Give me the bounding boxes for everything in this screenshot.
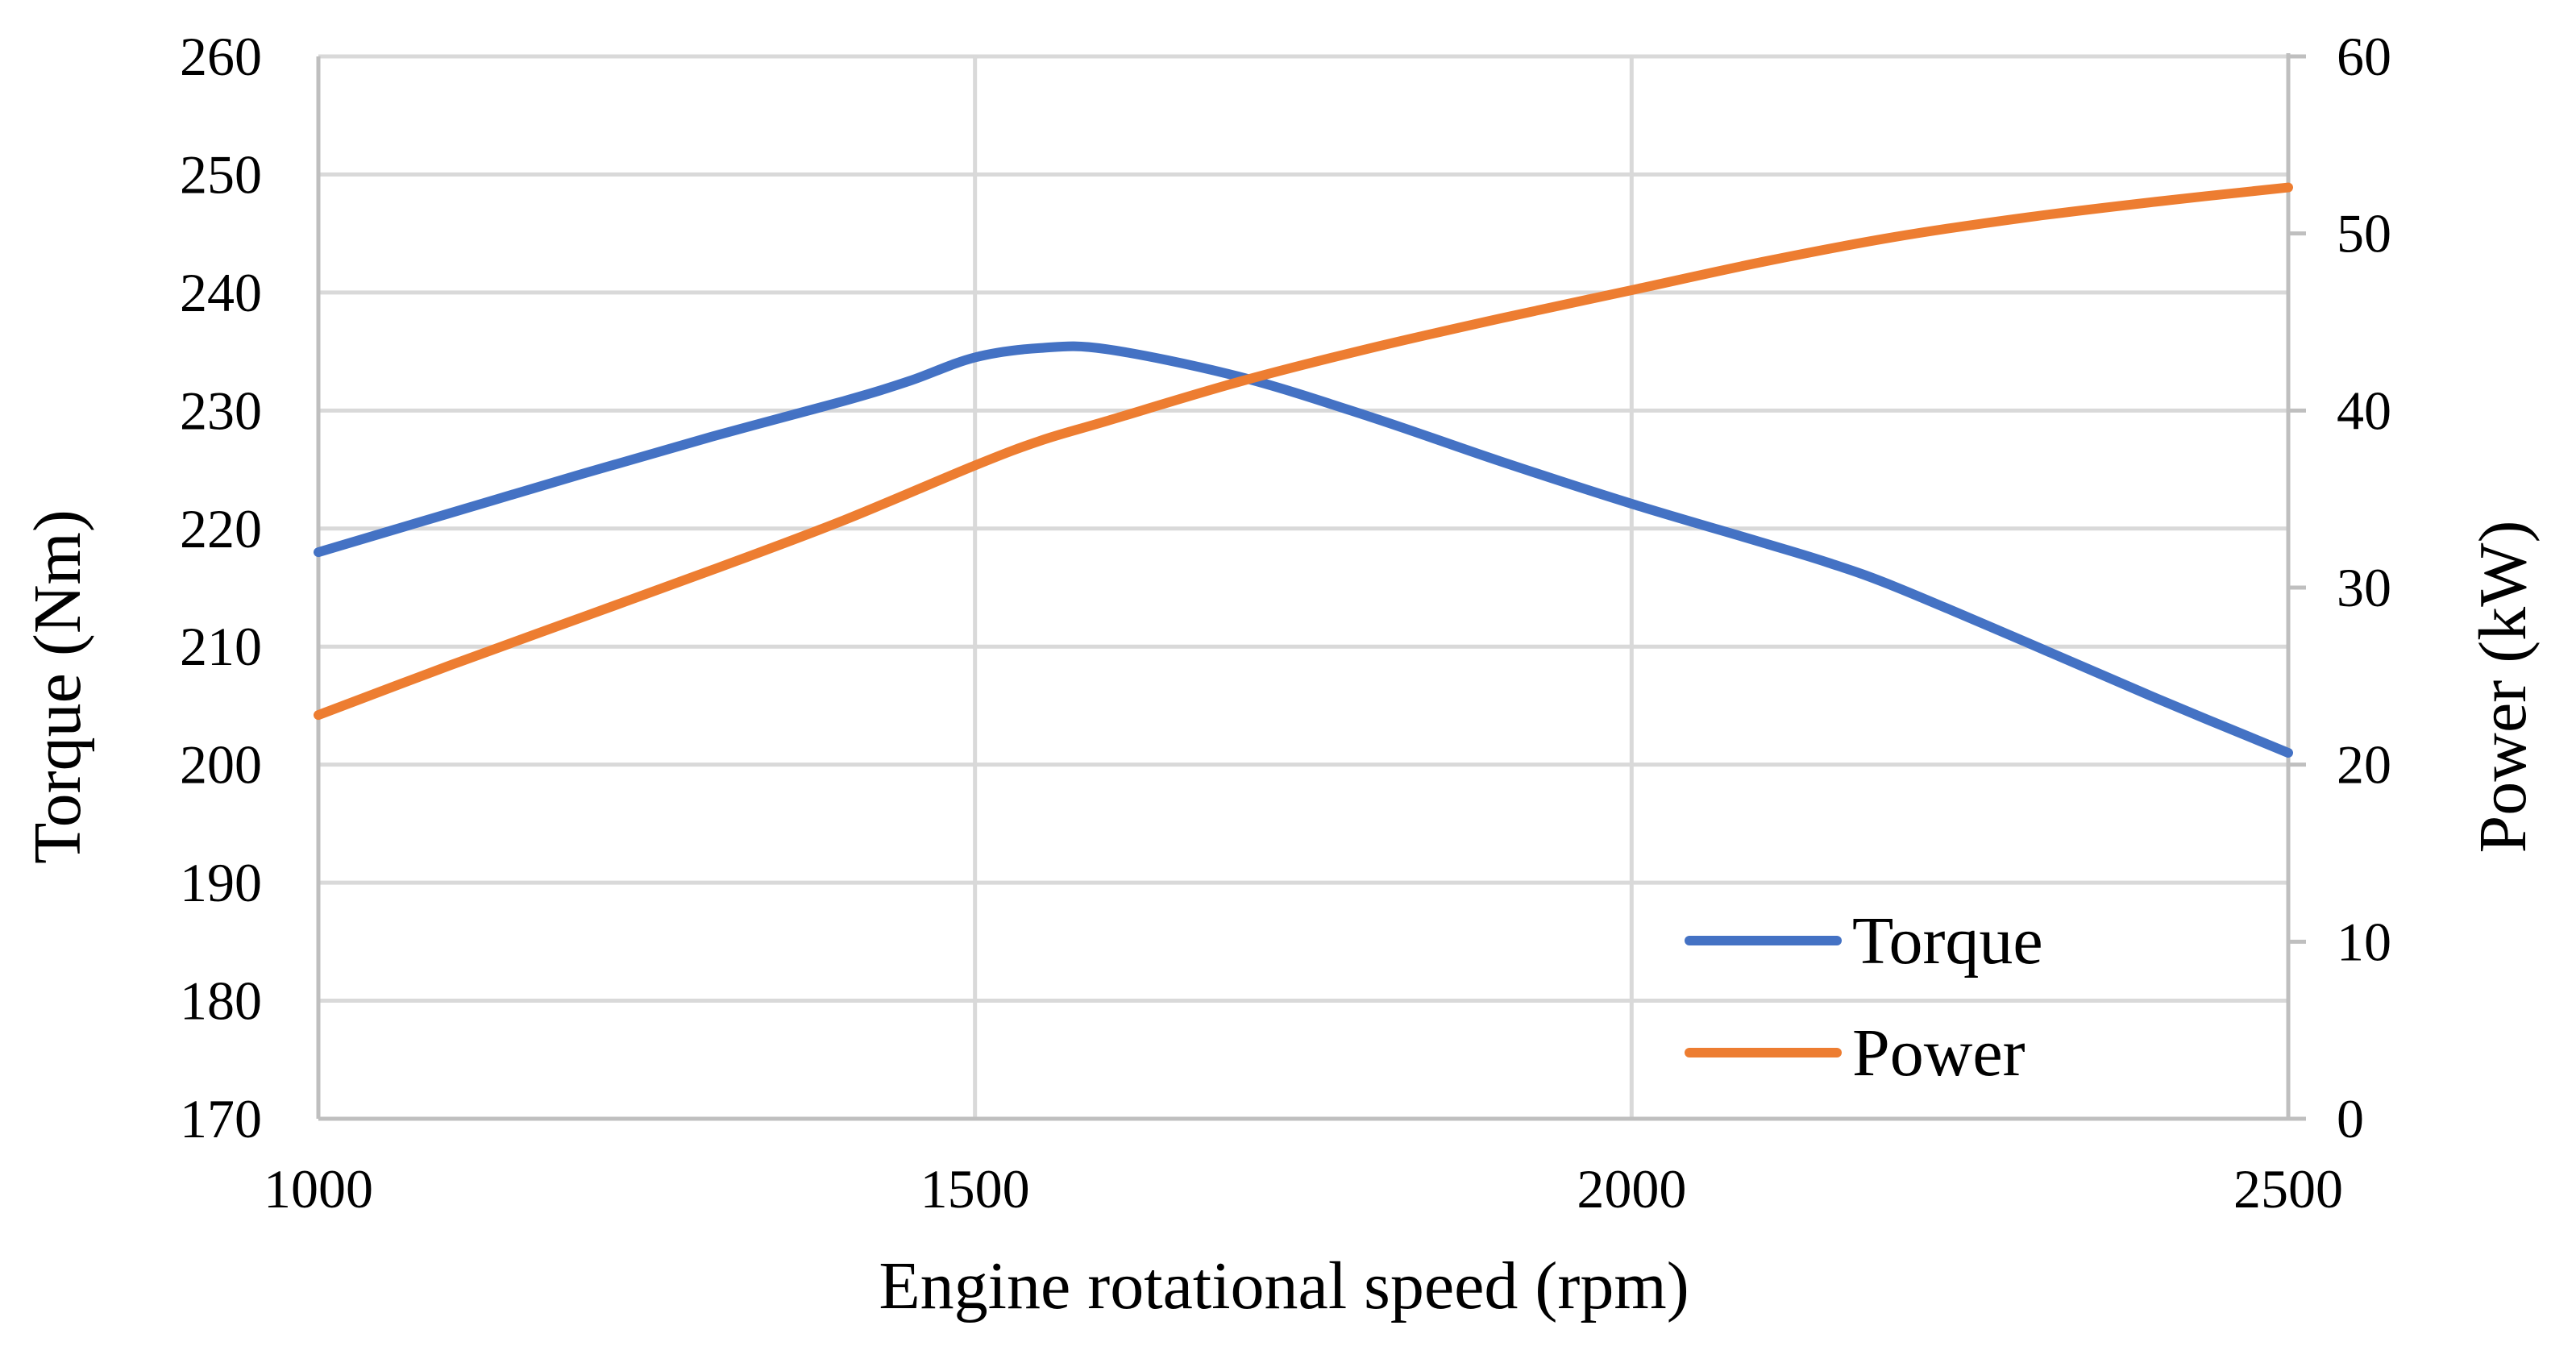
y-tick-label-left: 170 [180, 1088, 262, 1149]
y-tick-label-left: 240 [180, 262, 262, 323]
y-tick-label-left: 220 [180, 498, 262, 559]
y-tick-label-left: 200 [180, 734, 262, 796]
y-tick-label-right: 20 [2337, 734, 2391, 796]
y-axis-title-right: Power (kW) [2466, 521, 2541, 854]
x-tick-label: 2500 [2233, 1158, 2343, 1219]
y-tick-label-right: 60 [2337, 26, 2391, 87]
y-tick-label-left: 190 [180, 852, 262, 913]
x-tick-label: 1000 [264, 1158, 373, 1219]
y-tick-label-right: 30 [2337, 557, 2391, 618]
legend: Torque Power [1685, 904, 2043, 1091]
y-tick-label-right: 40 [2337, 380, 2391, 441]
series-line-torque [314, 341, 2293, 758]
y-tick-label-left: 230 [180, 380, 262, 441]
series-line-power [314, 182, 2293, 721]
y-tick-label-right: 10 [2337, 911, 2391, 972]
y-axis-title-left: Torque (Nm) [20, 509, 95, 864]
x-tick-label: 2000 [1577, 1158, 1686, 1219]
gridlines [318, 54, 2288, 1121]
y-tick-label-left: 210 [180, 616, 262, 677]
axes [316, 53, 2306, 1121]
y-tick-label-right: 0 [2337, 1088, 2364, 1149]
y-tick-label-left: 260 [180, 26, 262, 87]
x-tick-label: 1500 [920, 1158, 1030, 1219]
legend-label-torque: Torque [1852, 904, 2043, 979]
y-tick-label-right: 50 [2337, 203, 2391, 264]
legend-label-power: Power [1852, 1016, 2025, 1091]
y-tick-label-left: 250 [180, 143, 262, 205]
series-lines [314, 182, 2293, 758]
x-axis-title: Engine rotational speed (rpm) [879, 1249, 1689, 1323]
y-tick-label-left: 180 [180, 970, 262, 1032]
